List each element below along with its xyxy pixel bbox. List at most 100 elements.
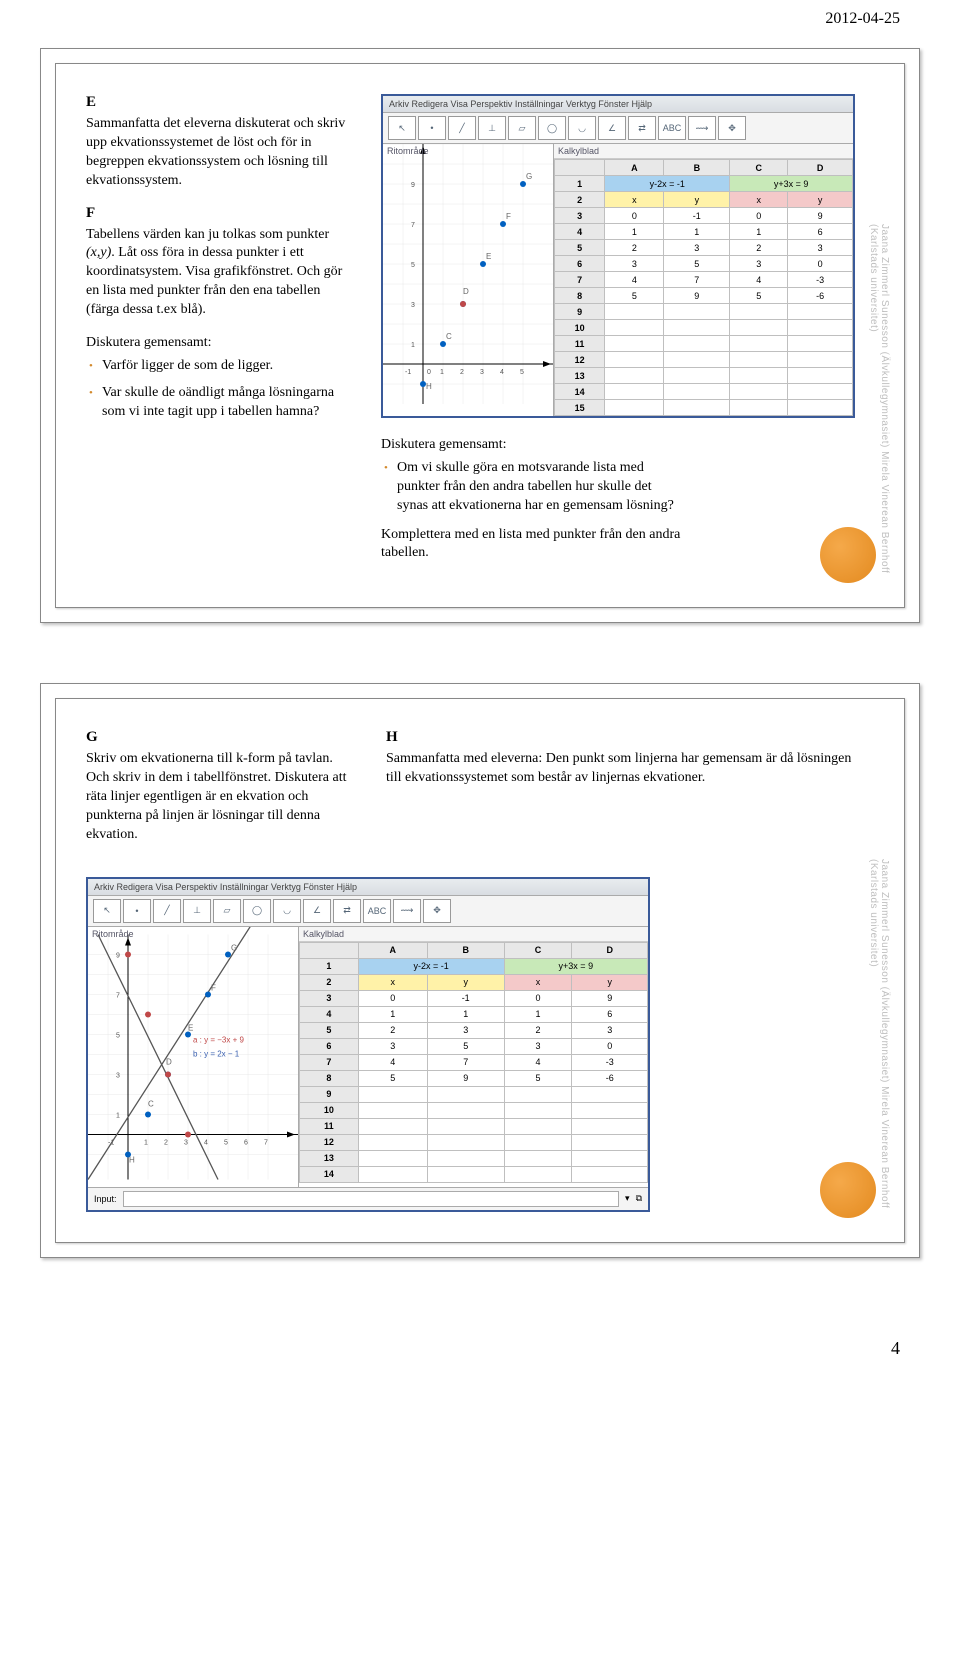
svg-text:7: 7 — [411, 222, 415, 229]
drawing-area-2: Ritområde — [88, 927, 299, 1187]
geogebra-menubar: Arkiv Redigera Visa Perspektiv Inställni… — [383, 96, 853, 113]
tool-arc-icon: ◡ — [568, 116, 596, 140]
line-b-label: b : y = 2x − 1 — [193, 1049, 240, 1058]
drawing-area-1: Ritområde — [383, 144, 554, 416]
tool-circle-icon: ◯ — [538, 116, 566, 140]
svg-text:C: C — [148, 1099, 154, 1108]
svg-text:3: 3 — [184, 1139, 188, 1146]
svg-text:C: C — [446, 332, 452, 341]
svg-text:6: 6 — [244, 1139, 248, 1146]
svg-text:7: 7 — [116, 992, 120, 999]
f-intro-italic: (x,y) — [86, 245, 111, 260]
tool-move-icon: ✥ — [718, 116, 746, 140]
input-dropdown-icon[interactable]: ▾ — [625, 1193, 630, 1204]
spreadsheet-table-1: ABCD 1y-2x = -1y+3x = 9 2xyxy 30-109 411… — [554, 159, 853, 416]
heading-f: F — [86, 205, 356, 222]
text-h: Sammanfatta med eleverna: Den punkt som … — [386, 750, 864, 788]
text-e: Sammanfatta det eleverna diskuterat och … — [86, 115, 356, 191]
svg-text:5: 5 — [411, 262, 415, 269]
svg-text:3: 3 — [411, 302, 415, 309]
svg-text:0: 0 — [427, 369, 431, 376]
orange-decor-1 — [820, 527, 876, 583]
slide1-right-column: Arkiv Redigera Visa Perspektiv Inställni… — [381, 94, 864, 577]
page-number: 4 — [0, 1318, 960, 1399]
svg-text:2: 2 — [460, 369, 464, 376]
spreadsheet-area-2: Kalkylblad ABCD 1y-2x = -1y+3x = 9 2xyxy… — [299, 927, 648, 1187]
ritomrade-label: Ritområde — [387, 146, 429, 156]
tool-reflect-icon: ⇄ — [333, 899, 361, 923]
svg-text:G: G — [231, 943, 237, 952]
f-intro-part2: . Låt oss föra in dessa punkter i ett ko… — [86, 245, 342, 317]
section-g: G Skriv om ekvationerna till k-form på t… — [86, 729, 356, 858]
geogebra-input-field[interactable] — [123, 1191, 620, 1207]
svg-text:D: D — [463, 287, 469, 296]
svg-text:1: 1 — [411, 342, 415, 349]
f-intro-part1: Tabellens värden kan ju tolkas som punkt… — [86, 227, 329, 242]
svg-text:F: F — [506, 212, 511, 221]
tool-move-icon: ✥ — [423, 899, 451, 923]
svg-text:2: 2 — [164, 1139, 168, 1146]
svg-text:3: 3 — [480, 369, 484, 376]
kalkylblad-label-2: Kalkylblad — [299, 927, 648, 942]
tool-point-icon: • — [418, 116, 446, 140]
section-h: H Sammanfatta med eleverna: Den punkt so… — [386, 729, 864, 858]
tool-point-icon: • — [123, 899, 151, 923]
right-disc-bullet: Om vi skulle göra en motsvarande lista m… — [381, 459, 681, 516]
svg-text:E: E — [188, 1023, 193, 1032]
right-disc-heading: Diskutera gemensamt: — [381, 436, 681, 455]
tool-circle-icon: ◯ — [243, 899, 271, 923]
tool-angle-icon: ∠ — [303, 899, 331, 923]
geogebra-menubar-2: Arkiv Redigera Visa Perspektiv Inställni… — [88, 879, 648, 896]
f-discuss-heading: Diskutera gemensamt: — [86, 334, 356, 353]
input-label: Input: — [94, 1194, 117, 1204]
svg-text:1: 1 — [144, 1139, 148, 1146]
tool-pointer-icon: ↖ — [388, 116, 416, 140]
graph-1-svg: -1012345 13579 GFEDCH — [383, 144, 553, 404]
spreadsheet-table-2: ABCD 1y-2x = -1y+3x = 9 2xyxy 30-109 411… — [299, 942, 648, 1183]
svg-text:4: 4 — [500, 369, 504, 376]
tool-reflect-icon: ⇄ — [628, 116, 656, 140]
graph-2-svg: -11234567 13579 a : y = −3x + 9 b : y = … — [88, 927, 298, 1187]
svg-text:1: 1 — [440, 369, 444, 376]
tool-polygon-icon: ▱ — [213, 899, 241, 923]
heading-h: H — [386, 729, 864, 746]
tool-slider-icon: ⟿ — [393, 899, 421, 923]
slide1-right-text: Diskutera gemensamt: Om vi skulle göra e… — [381, 436, 681, 563]
ritomrade-label-2: Ritområde — [92, 929, 134, 939]
tool-text-icon: ABC — [363, 899, 391, 923]
geogebra-toolbar-2: ↖ • ╱ ⊥ ▱ ◯ ◡ ∠ ⇄ ABC ⟿ ✥ — [88, 896, 648, 927]
tool-perp-icon: ⊥ — [183, 899, 211, 923]
tool-angle-icon: ∠ — [598, 116, 626, 140]
svg-text:3: 3 — [116, 1072, 120, 1079]
tool-pointer-icon: ↖ — [93, 899, 121, 923]
f-bullet-2: Var skulle de oändligt många lösningarna… — [86, 384, 356, 422]
svg-text:5: 5 — [520, 369, 524, 376]
orange-decor-2 — [820, 1162, 876, 1218]
svg-text:-1: -1 — [405, 369, 411, 376]
header-date: 2012-04-25 — [0, 0, 960, 48]
geogebra-input-bar: Input: ▾ ⧉ — [88, 1187, 648, 1210]
geogebra-toolbar: ↖ • ╱ ⊥ ▱ ◯ ◡ ∠ ⇄ ABC ⟿ ✥ — [383, 113, 853, 144]
right-disc-foot: Komplettera med en lista med punkter frå… — [381, 526, 681, 564]
spreadsheet-area-1: Kalkylblad ABCD 1y-2x = -1y+3x = 9 2xyxy… — [554, 144, 853, 416]
svg-text:5: 5 — [116, 1032, 120, 1039]
tool-perp-icon: ⊥ — [478, 116, 506, 140]
tool-line-icon: ╱ — [153, 899, 181, 923]
svg-text:E: E — [486, 252, 491, 261]
svg-text:9: 9 — [411, 182, 415, 189]
f-bullet-1: Varför ligger de som de ligger. — [86, 357, 356, 376]
text-f-intro: Tabellens värden kan ju tolkas som punkt… — [86, 226, 356, 320]
svg-text:5: 5 — [224, 1139, 228, 1146]
geogebra-screenshot-2: Arkiv Redigera Visa Perspektiv Inställni… — [86, 877, 650, 1212]
svg-text:4: 4 — [204, 1139, 208, 1146]
svg-text:D: D — [166, 1057, 172, 1066]
heading-e: E — [86, 94, 356, 111]
input-help-icon[interactable]: ⧉ — [636, 1193, 642, 1204]
svg-text:-1: -1 — [108, 1139, 114, 1146]
tool-slider-icon: ⟿ — [688, 116, 716, 140]
svg-text:9: 9 — [116, 952, 120, 959]
svg-text:1: 1 — [116, 1112, 120, 1119]
heading-g: G — [86, 729, 356, 746]
tool-line-icon: ╱ — [448, 116, 476, 140]
svg-text:7: 7 — [264, 1139, 268, 1146]
